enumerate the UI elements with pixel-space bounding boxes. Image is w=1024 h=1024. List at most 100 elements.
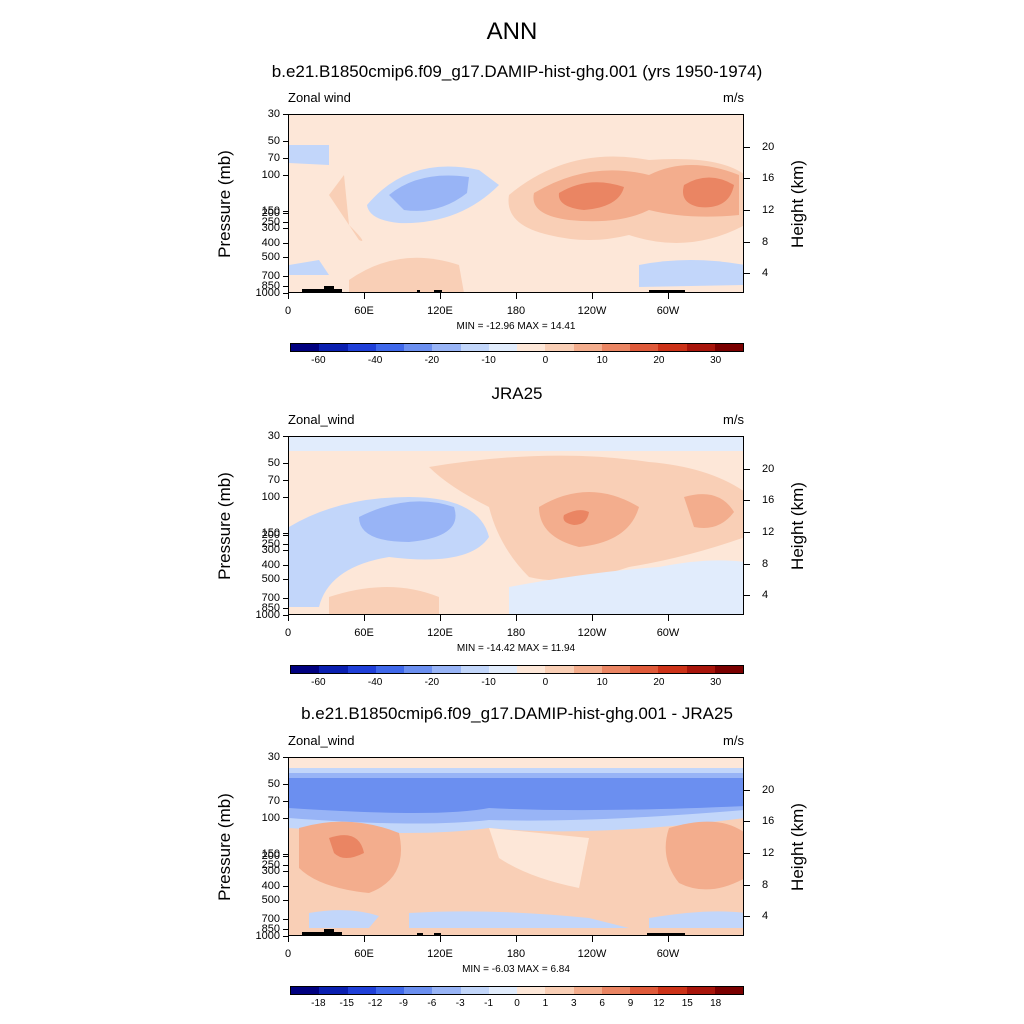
pressure-tick-label: 1000 bbox=[255, 930, 280, 942]
contour-region bbox=[683, 177, 734, 208]
colorbar-swatch bbox=[545, 344, 574, 351]
units-label: m/s bbox=[723, 733, 744, 748]
tick-mark bbox=[440, 293, 441, 299]
contour-region bbox=[289, 260, 329, 275]
colorbar-swatch bbox=[404, 344, 433, 351]
colorbar-swatch bbox=[686, 666, 715, 673]
pressure-tick-label: 500 bbox=[261, 251, 280, 264]
colorbar-swatch bbox=[460, 344, 489, 351]
tick-mark bbox=[283, 228, 288, 230]
colorbar-swatch bbox=[545, 666, 574, 673]
colorbar-swatch bbox=[573, 666, 602, 673]
min-max-stats: MIN = -14.42 MAX = 11.94 bbox=[456, 643, 576, 654]
colorbar-label: 20 bbox=[653, 355, 665, 366]
colorbar-swatch bbox=[404, 987, 433, 994]
pressure-tick-label: 300 bbox=[261, 222, 280, 235]
colorbar-label: -60 bbox=[311, 677, 326, 688]
colorbar-label: -20 bbox=[424, 677, 440, 688]
pressure-tick-label: 400 bbox=[261, 558, 280, 571]
pressure-tick-label: 150 bbox=[261, 848, 280, 861]
tick-mark bbox=[283, 608, 288, 610]
tick-mark bbox=[283, 211, 288, 213]
pressure-tick-label: 200 bbox=[261, 850, 280, 863]
colorbar-label: 30 bbox=[710, 677, 722, 688]
tick-mark bbox=[668, 293, 669, 299]
colorbar-label: 30 bbox=[710, 355, 722, 366]
units-label: m/s bbox=[723, 90, 744, 105]
colorbar-swatch bbox=[319, 344, 348, 351]
colorbar-swatch bbox=[714, 344, 743, 351]
tick-mark bbox=[283, 544, 288, 546]
pressure-tick-label: 70 bbox=[267, 151, 280, 164]
pressure-tick-label: 700 bbox=[261, 912, 280, 925]
contour-region bbox=[489, 828, 589, 888]
pressure-tick-label: 850 bbox=[261, 602, 280, 615]
tick-mark bbox=[283, 213, 288, 215]
y2-axis-label: Height (km) bbox=[788, 159, 807, 248]
pressure-tick-label: 400 bbox=[261, 236, 280, 249]
colorbar-label: -40 bbox=[367, 355, 383, 366]
colorbar-swatch bbox=[291, 987, 320, 994]
tick-mark bbox=[283, 533, 288, 535]
longitude-tick-label: 60E bbox=[354, 627, 374, 639]
colorbar-label: 6 bbox=[599, 998, 605, 1009]
colorbar bbox=[290, 665, 744, 674]
y-axis-label: Pressure (mb) bbox=[215, 471, 234, 580]
contour-field bbox=[289, 758, 743, 935]
pressure-tick-label: 30 bbox=[267, 751, 280, 763]
tick-mark bbox=[283, 615, 288, 616]
variable-label: Zonal wind bbox=[288, 90, 351, 105]
pressure-tick-label: 150 bbox=[261, 527, 280, 540]
longitude-tick-label: 120E bbox=[427, 305, 453, 317]
colorbar-label: -9 bbox=[399, 998, 408, 1009]
contour-region bbox=[289, 778, 743, 813]
colorbar-label: -10 bbox=[481, 677, 496, 688]
tick-mark bbox=[592, 936, 593, 942]
colorbar-swatch bbox=[432, 666, 461, 673]
longitude-tick-label: 180 bbox=[506, 305, 526, 317]
y2-axis-label: Height (km) bbox=[788, 481, 807, 570]
colorbar-swatch bbox=[573, 344, 602, 351]
colorbar-label: -18 bbox=[311, 998, 326, 1009]
tick-mark bbox=[668, 615, 669, 621]
tick-mark bbox=[283, 856, 288, 858]
colorbar-label: 20 bbox=[653, 677, 665, 688]
colorbar-label: -12 bbox=[367, 998, 383, 1009]
tick-mark bbox=[283, 800, 288, 802]
tick-mark bbox=[283, 463, 288, 465]
pressure-tick-label: 250 bbox=[261, 216, 280, 229]
pressure-tick-label: 200 bbox=[261, 207, 280, 220]
topography-mask bbox=[302, 289, 342, 292]
units-label: m/s bbox=[723, 412, 744, 427]
tick-mark bbox=[516, 936, 517, 942]
variable-label: Zonal_wind bbox=[288, 733, 355, 748]
tick-mark bbox=[744, 595, 750, 597]
longitude-tick-label: 0 bbox=[284, 627, 292, 639]
colorbar-label: 9 bbox=[627, 998, 634, 1009]
tick-mark bbox=[288, 615, 289, 621]
contour-plot bbox=[288, 436, 744, 615]
contour-region bbox=[289, 437, 743, 451]
topography-mask bbox=[417, 933, 423, 935]
longitude-tick-label: 120W bbox=[577, 305, 607, 317]
colorbar-swatch bbox=[375, 666, 404, 673]
tick-mark bbox=[283, 871, 288, 873]
height-tick-label: 12 bbox=[762, 526, 775, 539]
contour-region bbox=[289, 145, 329, 165]
colorbar-swatch bbox=[488, 987, 517, 994]
tick-mark bbox=[440, 615, 441, 621]
tick-mark bbox=[283, 929, 288, 931]
colorbar-label: 12 bbox=[653, 998, 665, 1009]
colorbar-label: 0 bbox=[542, 677, 549, 688]
contour-region bbox=[409, 911, 629, 928]
height-tick-label: 8 bbox=[762, 558, 769, 571]
colorbar-swatch bbox=[630, 987, 659, 994]
longitude-tick-label: 0 bbox=[284, 305, 292, 317]
y-axis-label: Pressure (mb) bbox=[215, 149, 234, 258]
colorbar-swatch bbox=[658, 987, 687, 994]
tick-mark bbox=[283, 535, 288, 537]
min-max-stats: MIN = -6.03 MAX = 6.84 bbox=[462, 964, 570, 975]
longitude-tick-label: 60W bbox=[656, 948, 680, 960]
topography-mask bbox=[647, 933, 685, 935]
colorbar-swatch bbox=[375, 344, 404, 351]
